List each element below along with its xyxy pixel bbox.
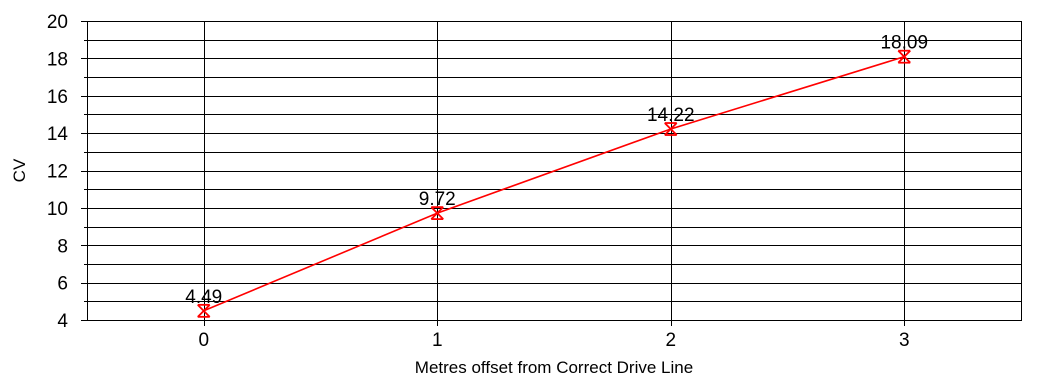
y-tick-label: 4 (57, 311, 68, 332)
x-axis-title: Metres offset from Correct Drive Line (415, 358, 693, 377)
data-point-marker (197, 303, 211, 318)
data-point-marker (664, 122, 678, 136)
y-tick-label: 10 (47, 199, 68, 220)
y-tick-label: 6 (57, 274, 68, 295)
data-point-marker (430, 206, 444, 221)
x-tick-label: 2 (665, 330, 676, 351)
data-label: 18.09 (880, 33, 928, 54)
data-label: 9.72 (419, 189, 456, 210)
data-label: 4.49 (185, 287, 222, 308)
x-tick-label: 0 (198, 330, 209, 351)
x-tick-label: 1 (432, 330, 443, 351)
series-line (203, 55, 905, 312)
y-tick-label: 8 (57, 236, 68, 257)
x-tick-label: 3 (899, 330, 910, 351)
y-axis-title: CV (10, 158, 29, 182)
plot-border (87, 21, 1022, 321)
y-tick-label: 16 (47, 87, 68, 108)
data-label: 14.22 (647, 105, 695, 126)
y-tick-label: 14 (47, 124, 69, 145)
data-point-marker (897, 49, 911, 64)
grid (87, 21, 1021, 320)
y-axis-ticks: 4 6 8 10 12 14 16 18 20 (47, 12, 87, 332)
y-tick-label: 20 (47, 12, 68, 33)
plot-frame (87, 21, 1022, 321)
y-tick-label: 12 (47, 162, 68, 183)
y-tick-label: 18 (47, 49, 68, 70)
data-labels: 4.49 9.72 14.22 18.09 (185, 33, 928, 308)
x-axis-ticks: 0 1 2 3 (198, 320, 910, 351)
series-group (197, 49, 911, 318)
